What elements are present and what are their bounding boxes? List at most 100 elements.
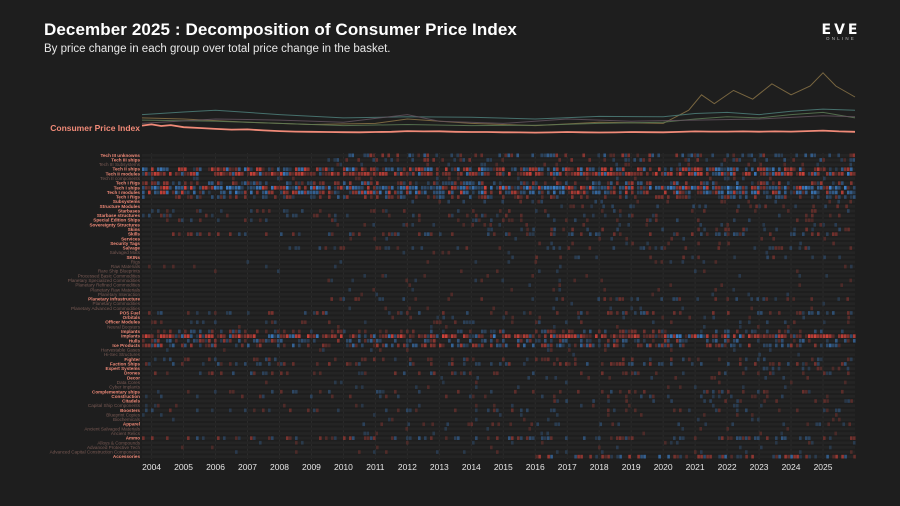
heat-cell [193,185,196,190]
heat-cell [811,227,814,232]
heat-cell [397,408,400,413]
x-tick-label: 2008 [270,462,289,472]
heat-cell [432,158,435,162]
heat-cell [574,255,577,260]
heat-cell [757,357,760,362]
heat-cell [538,338,541,343]
heat-cell [307,338,310,343]
heat-cell [418,371,421,376]
heat-row-band [142,330,855,333]
heat-cell [553,408,556,413]
heat-cell [658,185,661,190]
heat-cell [484,338,487,343]
heat-cell [541,343,544,348]
heat-cell [618,297,621,301]
heat-cell [505,334,508,338]
heat-cell [718,195,721,199]
heat-cell [532,181,535,185]
heat-cell [592,172,595,176]
heat-cell [637,167,640,172]
heat-cell [376,181,379,185]
x-tick-label: 2018 [590,462,609,472]
heat-cell [220,181,223,185]
heat-cell [780,153,783,158]
heat-cell [190,334,193,338]
heat-cell [262,408,265,413]
heat-cell [265,172,268,176]
heat-cell [259,181,262,185]
heat-cell [466,320,469,325]
heat-cell [328,389,331,394]
heat-cell [418,232,421,236]
heat-cell [214,357,217,362]
heat-cell [430,329,433,334]
heat-cell [724,399,727,403]
heat-cell [754,190,757,195]
heat-cell [235,450,238,454]
heat-cell [476,376,479,380]
heat-cell [319,185,322,190]
heat-cell [751,394,754,399]
heat-cell [196,334,199,338]
heat-cell [663,246,667,250]
heat-cell [283,343,286,348]
heat-cell [595,334,598,338]
heat-cell [748,315,751,320]
heat-cell [824,204,827,209]
heat-cell [730,195,733,199]
heat-cell [598,436,601,440]
heat-cell [379,172,382,176]
heat-cell [727,195,730,199]
heat-cell [409,338,412,343]
heat-cell [451,185,454,190]
heat-cell [418,403,421,408]
heat-cell [481,185,484,190]
heat-cell [631,181,634,185]
heat-cell [670,172,673,176]
heat-cell [585,274,588,278]
heat-cell [328,343,331,348]
heat-cell [556,334,559,338]
heat-cell [692,204,695,209]
heat-cell [337,172,340,176]
heat-cell [682,255,685,260]
heat-cell [511,440,514,445]
heat-cell [676,334,679,338]
heat-cell [229,167,232,172]
heat-cell [706,389,709,394]
heat-cell [727,329,730,334]
heat-cell [550,185,553,190]
heat-cell [436,320,439,325]
heat-cell [736,185,739,190]
heat-cell [547,357,550,362]
heat-cell [739,320,742,325]
heat-cell [433,320,436,325]
heat-cell [244,334,247,338]
heat-row-band [142,427,855,431]
heat-cell [541,195,544,199]
heat-cell [523,167,526,172]
heat-cell [483,199,486,204]
heat-cell [679,172,682,176]
heat-cell [334,185,337,190]
heat-cell [440,376,443,380]
heat-cell [769,172,772,176]
heat-cell [586,343,589,348]
heat-cell [838,213,841,218]
heat-cell [553,167,556,172]
heat-row-band [142,265,855,268]
heat-cell [568,172,571,176]
heat-cell [406,343,409,348]
heat-row-label: Implants [121,329,140,334]
heat-cell [184,334,187,338]
heat-cell [613,408,616,413]
heat-cell [373,209,376,213]
heat-cell [592,399,595,403]
heat-cell [346,185,349,190]
heat-cell [310,181,313,185]
heat-cell [643,190,646,195]
heat-cell [280,371,283,376]
heat-cell [661,343,664,348]
heat-row-band [142,269,855,273]
heat-cell [295,167,298,172]
